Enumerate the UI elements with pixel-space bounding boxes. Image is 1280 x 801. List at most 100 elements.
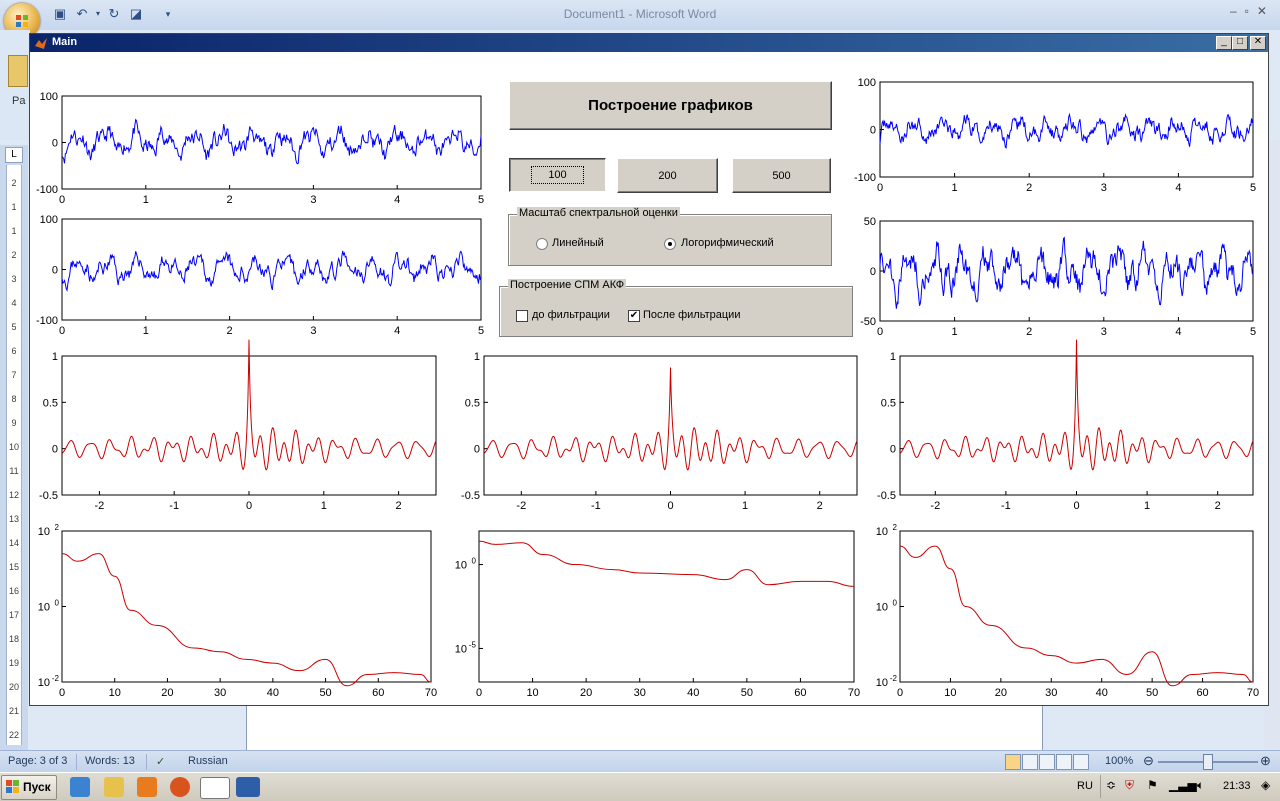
y-tick-label: -0.5 [461,490,480,502]
outline-icon[interactable] [1056,754,1072,770]
ruler-number: 1 [11,226,17,236]
n200-button[interactable]: 200 [617,158,718,193]
zoom-slider-thumb[interactable] [1203,754,1213,770]
x-tick-label: 30 [1045,687,1057,699]
psd-line [899,545,1254,687]
undo-dropdown-icon[interactable]: ▾ [95,9,100,18]
x-tick-label: -2 [516,500,526,512]
axes-acf1: -2 -1 0 1 2 1 0.5 0 -0.5 [39,339,437,512]
print-preview-icon[interactable]: ◪ [129,6,143,21]
log-radio[interactable] [664,238,676,250]
x-tick-label: 2 [1026,326,1032,338]
before-filter-label[interactable]: до фильтрации [532,309,610,321]
y-tick-label: 0.5 [43,397,58,409]
before-filter-checkbox[interactable] [516,310,528,322]
save-icon[interactable]: ▣ [53,6,67,21]
start-button[interactable]: Пуск [1,775,57,800]
y-tick-label: 0 [890,444,896,456]
redo-icon[interactable]: ↻ [108,6,120,21]
x-tick-label: -2 [95,500,105,512]
ruler-number: 16 [8,586,19,596]
ruler-tab-selector[interactable]: L [5,147,23,163]
maximize-button[interactable]: □ [1232,36,1248,50]
zoom-in-icon[interactable]: ⊕ [1260,753,1271,768]
flag-icon[interactable]: ⚑ [1147,778,1158,792]
x-tick-label: -2 [930,500,940,512]
x-tick-label: 2 [396,500,402,512]
y-tick-label: 0 [52,138,58,150]
customize-toolbar-icon[interactable]: ▾ [165,9,171,19]
matlab-taskbar-icon[interactable] [200,777,230,799]
draft-icon[interactable] [1073,754,1089,770]
x-tick-label: 4 [394,194,400,206]
signal-line [879,236,1254,309]
signal-line [879,112,1254,150]
matlab-logo-icon [35,38,47,49]
x-tick-label: 0 [897,687,903,699]
explorer-icon[interactable] [104,777,124,797]
y-tick-label: 10 [876,677,888,689]
x-tick-label: 40 [267,687,279,699]
paste-icon[interactable] [8,55,28,87]
acf-panel-title: Построение СПМ АКФ [508,279,627,291]
word-taskbar-icon[interactable] [236,777,260,797]
zoom-out-icon[interactable]: ⊖ [1143,753,1154,768]
signal-icon[interactable]: ▁▃▅ [1169,778,1197,792]
y-tick-label: -100 [36,184,58,196]
x-tick-label: 0 [1073,500,1079,512]
y-tick-label: 0.5 [881,397,896,409]
y-tick-label: -50 [860,316,876,328]
clock[interactable]: 21:33 [1223,780,1251,792]
volume-icon[interactable]: 🔈︎ [1197,778,1205,792]
web-layout-icon[interactable] [1039,754,1055,770]
x-tick-label: 20 [161,687,173,699]
y-tick-label: 0 [870,266,876,278]
ruler-number: 14 [8,538,19,548]
firefox-icon[interactable] [170,777,190,797]
n500-button[interactable]: 500 [732,158,831,193]
log-label[interactable]: Логорифмический [681,237,774,249]
word-window-controls[interactable]: –▫✕ [1230,4,1275,18]
axes-frame [61,218,482,321]
ruler-number: 5 [11,322,17,332]
undo-icon[interactable]: ↶ [76,6,88,21]
linear-radio[interactable] [536,238,548,250]
minimize-button[interactable]: _ [1216,36,1232,50]
full-screen-reading-icon[interactable] [1022,754,1038,770]
x-tick-label: 2 [817,500,823,512]
close-button[interactable]: ✕ [1250,36,1266,50]
plot-graphs-button[interactable]: Построение графиков [509,81,832,130]
security-icon[interactable]: ⛨ [1125,778,1135,792]
x-tick-label: 5 [478,325,484,337]
status-page[interactable]: Page: 3 of 3 [8,755,68,767]
y-tick-label: 100 [40,214,58,226]
axes-frame [61,530,432,683]
linear-label[interactable]: Линейный [552,237,604,249]
x-tick-label: 4 [394,325,400,337]
ruler-number: 2 [11,178,17,188]
after-filter-checkbox[interactable]: ✔ [628,310,640,322]
x-tick-label: 60 [1196,687,1208,699]
system-tray: RU ≎ ⛨ ⚑ ▁▃▅ 🔈︎ 21:33 ◈ [1077,775,1279,798]
document-page[interactable] [246,704,1043,750]
windows-taskbar: Пуск RU ≎ ⛨ ⚑ ▁▃▅ 🔈︎ 21:33 ◈ [0,772,1280,801]
language-indicator[interactable]: RU [1077,780,1093,792]
y-tick-label: 10 [876,602,888,614]
x-tick-label: 4 [1175,182,1181,194]
x-tick-label: 0 [877,182,883,194]
print-layout-icon[interactable] [1005,754,1021,770]
status-language[interactable]: Russian [188,755,228,767]
status-words[interactable]: Words: 13 [85,755,135,767]
x-tick-label: 0 [667,500,673,512]
x-tick-label: 1 [1144,500,1150,512]
after-filter-label[interactable]: После фильтрации [643,309,741,321]
ie-icon[interactable] [70,777,90,797]
proofing-icon[interactable]: ✓ [156,756,166,768]
zoom-level[interactable]: 100% [1105,755,1134,767]
tray-expand-icon[interactable]: ≎ [1106,778,1117,792]
media-player-icon[interactable] [137,777,157,797]
tray-app-icon[interactable]: ◈ [1261,778,1271,792]
n100-button[interactable]: 100 [509,158,606,192]
